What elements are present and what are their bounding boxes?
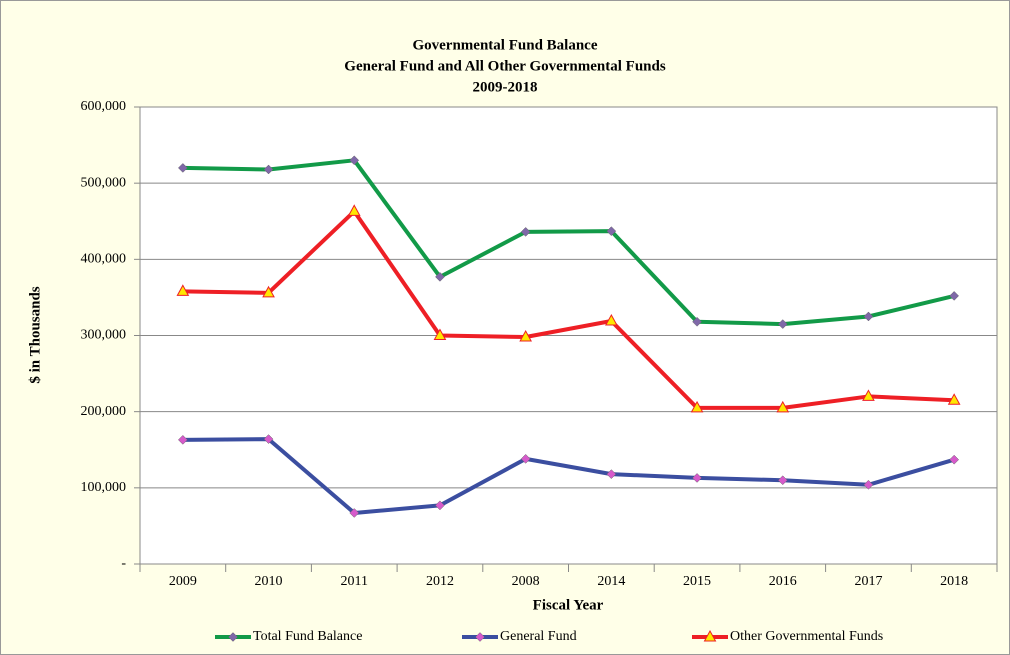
data-point: [949, 291, 960, 301]
y-tick-label: 600,000: [81, 99, 127, 114]
data-point: [263, 164, 274, 175]
data-point: [863, 311, 874, 322]
x-tick-label: 2016: [769, 574, 797, 589]
data-point: [263, 434, 274, 444]
x-tick-label: 2015: [683, 574, 711, 589]
x-tick-label: 2011: [341, 574, 368, 589]
data-point: [690, 400, 704, 413]
x-tick-label: 2018: [940, 574, 968, 589]
data-point: [520, 454, 531, 464]
x-tick-label: 2014: [597, 574, 625, 589]
legend-label: Total Fund Balance: [253, 629, 362, 644]
data-point: [862, 389, 875, 401]
data-point: [519, 329, 532, 342]
x-tick-label: 2017: [854, 574, 882, 589]
y-tick-label: 300,000: [81, 328, 127, 343]
x-tick-label: 2009: [169, 574, 197, 589]
legend-label: Other Governmental Funds: [730, 629, 883, 644]
data-point: [349, 508, 360, 518]
data-point: [435, 500, 445, 511]
data-point: [606, 226, 617, 237]
data-point: [947, 393, 961, 405]
data-point: [777, 319, 788, 329]
legend-label: General Fund: [500, 629, 577, 644]
y-tick-label: 100,000: [81, 480, 127, 495]
data-point: [949, 454, 960, 465]
legend-marker: [228, 632, 238, 642]
data-point: [863, 479, 874, 490]
x-tick-label: 2012: [426, 574, 454, 589]
chart-title: General Fund and All Other Governmental …: [344, 58, 666, 74]
data-point: [435, 271, 445, 282]
data-point: [433, 328, 447, 340]
y-tick-label: 400,000: [81, 252, 127, 267]
data-point: [520, 227, 531, 237]
series-line: [182, 209, 955, 410]
chart-title: Governmental Fund Balance: [412, 37, 597, 53]
x-tick-label: 2008: [512, 574, 540, 589]
x-axis-title: Fiscal Year: [533, 597, 604, 613]
data-point: [777, 475, 788, 486]
data-point: [606, 469, 617, 479]
data-point: [776, 400, 790, 413]
legend-marker: [703, 629, 717, 642]
series-line: [182, 158, 955, 327]
y-tick-label: 200,000: [81, 404, 127, 419]
y-tick-label: 500,000: [81, 175, 127, 190]
data-point: [349, 155, 360, 166]
data-point: [347, 204, 361, 216]
data-point: [605, 313, 618, 326]
data-point: [177, 434, 188, 445]
y-axis-title: $ in Thousands: [27, 286, 43, 383]
y-tick-label: -: [121, 556, 126, 571]
data-point: [692, 316, 702, 327]
data-point: [692, 473, 702, 483]
data-point: [262, 285, 275, 298]
legend-marker: [475, 632, 485, 642]
data-point: [177, 163, 188, 173]
data-point: [176, 284, 190, 296]
series-line: [182, 437, 955, 515]
x-tick-label: 2010: [255, 574, 283, 589]
chart-title: 2009-2018: [473, 79, 538, 95]
